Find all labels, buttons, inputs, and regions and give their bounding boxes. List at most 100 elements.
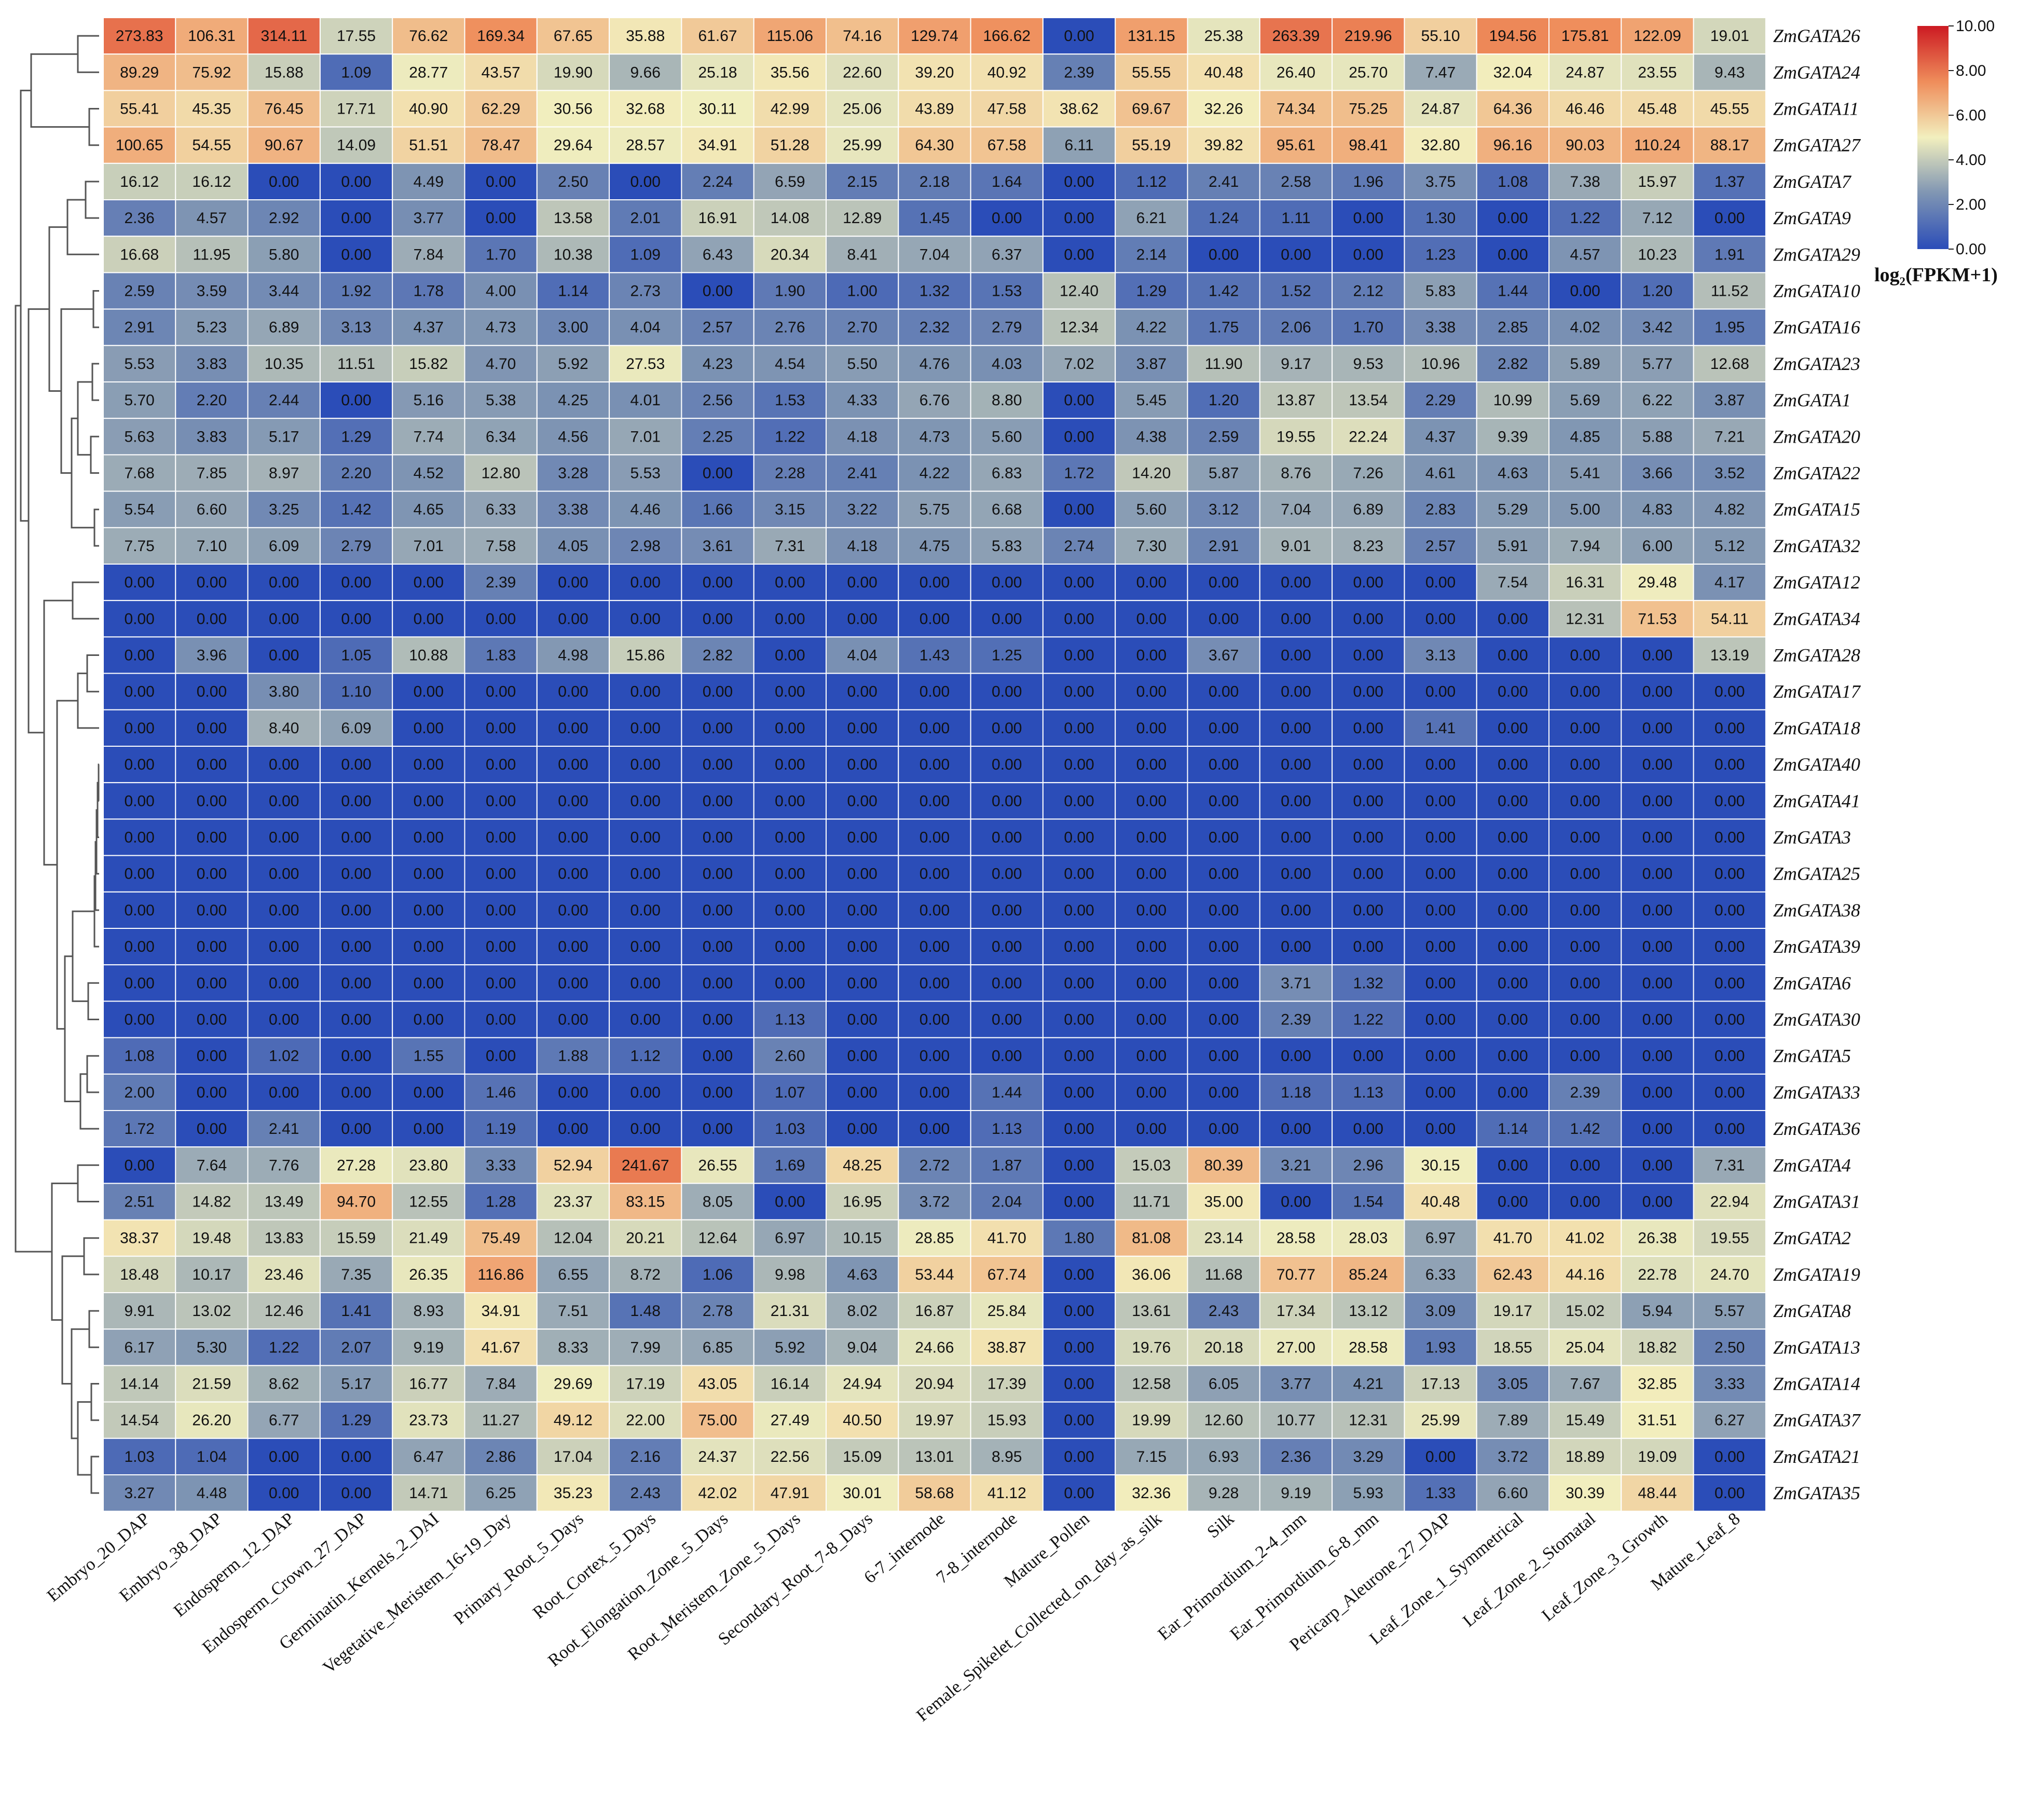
heatmap-cell — [753, 527, 827, 565]
cell-value-label: 0.00 — [630, 975, 661, 992]
heatmap-cell — [753, 236, 827, 273]
cell-value-label: 12.68 — [1710, 355, 1749, 373]
heatmap-cell — [1187, 236, 1260, 273]
cell-value-label: 0.00 — [341, 1048, 371, 1065]
cell-value-label: 0.00 — [269, 866, 299, 883]
cell-value-label: 67.74 — [987, 1266, 1026, 1283]
cell-value-label: 4.18 — [847, 538, 877, 555]
heatmap-cell — [175, 418, 249, 456]
heatmap-cell — [1259, 1110, 1333, 1148]
cell-value-label: 0.00 — [558, 683, 588, 701]
cell-value-label: 5.29 — [1498, 501, 1528, 518]
heatmap-cell — [1548, 1328, 1622, 1366]
cell-value-label: 0.00 — [630, 938, 661, 955]
cell-value-label: 4.46 — [630, 501, 661, 518]
cell-value-label: 26.38 — [1638, 1230, 1677, 1247]
cell-value-label: 3.21 — [1281, 1157, 1311, 1174]
cell-value-label: 1.18 — [1281, 1084, 1311, 1101]
cell-value-label: 1.78 — [414, 283, 444, 300]
cell-value-label: 0.00 — [1136, 1084, 1167, 1101]
column-label-tissue: Endosperm_12_DAP — [170, 1509, 298, 1621]
cell-value-label: 0.00 — [341, 210, 371, 227]
heatmap-cell — [247, 1219, 321, 1257]
heatmap-cell — [1115, 746, 1188, 784]
cell-value-label: 15.93 — [987, 1412, 1026, 1429]
heatmap-cell — [1404, 782, 1477, 820]
heatmap-cell — [1621, 381, 1694, 419]
heatmap-cell — [103, 1110, 176, 1148]
cell-value-label: 0.00 — [1064, 647, 1094, 664]
cell-value-label: 0.00 — [414, 866, 444, 883]
heatmap-cell — [1693, 308, 1766, 346]
heatmap-cell — [1042, 818, 1116, 856]
heatmap-cell — [898, 527, 971, 565]
cell-value-label: 0.00 — [197, 975, 227, 992]
heatmap-cell — [1693, 1292, 1766, 1330]
cell-value-label: 10.17 — [192, 1266, 231, 1283]
heatmap-cell — [970, 1219, 1044, 1257]
heatmap-cell — [826, 199, 899, 237]
cell-value-label: 24.66 — [915, 1339, 954, 1356]
cell-value-label: 19.76 — [1132, 1339, 1171, 1356]
heatmap-cell — [319, 855, 393, 893]
cell-value-label: 1.44 — [992, 1084, 1022, 1101]
heatmap-cell — [1693, 126, 1766, 164]
cell-value-label: 169.34 — [477, 28, 525, 45]
heatmap-cell — [536, 1037, 610, 1075]
cell-value-label: 15.49 — [1566, 1412, 1604, 1429]
cell-value-label: 8.40 — [269, 720, 299, 737]
cell-value-label: 47.91 — [771, 1485, 810, 1502]
cell-value-label: 7.31 — [775, 538, 805, 555]
heatmap-cell — [319, 1328, 393, 1366]
cell-value-label: 0.00 — [1209, 1120, 1239, 1138]
heatmap-cell — [1115, 454, 1188, 492]
row-label-gene: ZmGATA17 — [1773, 681, 1861, 702]
heatmap-cell — [826, 1073, 899, 1112]
cell-value-label: 0.00 — [558, 720, 588, 737]
legend-tick-label: 10.00 — [1956, 18, 1995, 35]
heatmap-cell — [753, 418, 827, 456]
row-label-gene: ZmGATA37 — [1773, 1410, 1861, 1431]
heatmap-cell — [1621, 53, 1694, 91]
heatmap-cell — [1404, 490, 1477, 528]
cell-value-label: 0.00 — [1209, 683, 1239, 701]
cell-value-label: 0.00 — [847, 1011, 877, 1029]
cell-value-label: 0.00 — [1570, 902, 1600, 919]
cell-value-label: 19.55 — [1277, 428, 1315, 445]
cell-value-label: 0.00 — [1136, 574, 1167, 591]
cell-value-label: 2.79 — [992, 319, 1022, 336]
cell-value-label: 0.00 — [558, 938, 588, 955]
cell-value-label: 0.00 — [847, 1084, 877, 1101]
cell-value-label: 0.00 — [1642, 1157, 1672, 1174]
cell-value-label: 0.00 — [1064, 683, 1094, 701]
cell-value-label: 1.09 — [341, 64, 371, 81]
cell-value-label: 13.58 — [554, 210, 593, 227]
heatmap-cell — [826, 381, 899, 419]
cell-value-label: 16.14 — [771, 1376, 810, 1393]
heatmap-cell — [319, 1073, 393, 1112]
heatmap-cell — [536, 891, 610, 929]
cell-value-label: 0.00 — [920, 720, 950, 737]
heatmap-cell — [392, 308, 465, 346]
heatmap-cell — [175, 236, 249, 273]
dendrogram-branch — [85, 181, 99, 219]
cell-value-label: 0.00 — [341, 756, 371, 773]
cell-value-label: 0.00 — [992, 975, 1022, 992]
cell-value-label: 0.00 — [1136, 647, 1167, 664]
cell-value-label: 2.36 — [1281, 1448, 1311, 1465]
cell-value-label: 100.65 — [116, 137, 163, 154]
column-label-tissue: Ear_Primordium_2-4_mm — [1154, 1509, 1310, 1644]
cell-value-label: 2.32 — [920, 319, 950, 336]
heatmap-cell — [1187, 1292, 1260, 1330]
cell-value-label: 0.00 — [414, 574, 444, 591]
cell-value-label: 0.00 — [1570, 975, 1600, 992]
heatmap-cell — [319, 162, 393, 200]
heatmap-cell — [753, 818, 827, 856]
cell-value-label: 0.00 — [1498, 829, 1528, 846]
cell-value-label: 6.60 — [1498, 1485, 1528, 1502]
heatmap-cell — [536, 1219, 610, 1257]
heatmap-cell — [826, 1328, 899, 1366]
heatmap-cell — [753, 891, 827, 929]
cell-value-label: 0.00 — [558, 1011, 588, 1029]
cell-value-label: 74.34 — [1277, 101, 1315, 118]
